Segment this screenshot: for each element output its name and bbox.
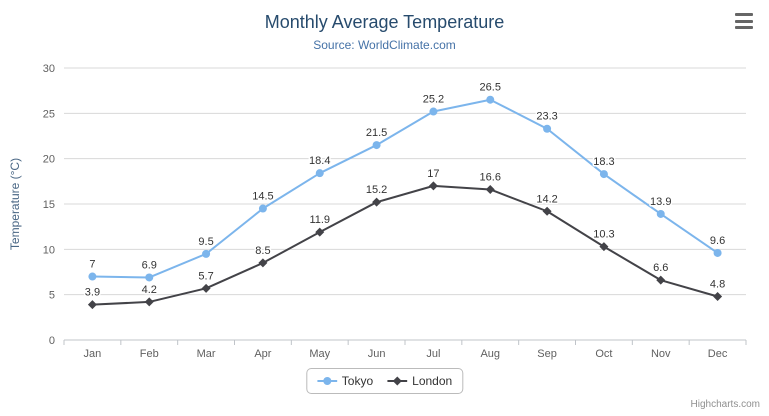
y-axis-label: 15	[43, 199, 55, 211]
data-label: 11.9	[309, 214, 330, 226]
x-axis-label: Oct	[595, 348, 612, 360]
chart-title: Monthly Average Temperature	[264, 12, 505, 32]
data-point-london[interactable]	[713, 291, 723, 301]
data-label: 4.2	[142, 284, 157, 296]
series-line-tokyo	[91, 98, 719, 279]
data-point-tokyo[interactable]	[713, 248, 722, 257]
x-axis-label: Feb	[140, 348, 159, 360]
data-label: 4.8	[710, 278, 725, 290]
data-point-london[interactable]	[87, 300, 97, 310]
circle-marker-icon	[316, 377, 337, 385]
data-label: 6.6	[653, 262, 668, 274]
chart-subtitle: Source: WorldClimate.com	[313, 38, 456, 52]
y-axis-label: 10	[43, 244, 55, 256]
data-point-london[interactable]	[372, 197, 382, 207]
data-point-london[interactable]	[656, 275, 666, 285]
data-label: 9.5	[198, 236, 213, 248]
data-point-tokyo[interactable]	[258, 204, 267, 213]
data-label: 14.2	[536, 193, 557, 205]
data-point-tokyo[interactable]	[202, 249, 211, 258]
data-label: 18.4	[309, 155, 330, 167]
data-point-tokyo[interactable]	[656, 209, 665, 218]
x-axis-label: Jun	[368, 348, 386, 360]
x-axis-label: Jul	[426, 348, 440, 360]
data-point-london[interactable]	[201, 283, 211, 293]
data-label: 26.5	[480, 82, 501, 94]
data-point-tokyo[interactable]	[88, 272, 97, 281]
data-label: 10.3	[593, 229, 614, 241]
data-label: 23.3	[536, 111, 557, 123]
data-point-london[interactable]	[485, 184, 495, 194]
legend: Tokyo London	[305, 368, 464, 394]
series-line-london	[91, 184, 719, 306]
data-point-tokyo[interactable]	[372, 141, 381, 150]
data-point-tokyo[interactable]	[145, 273, 154, 282]
data-label: 17	[427, 168, 439, 180]
data-point-tokyo[interactable]	[543, 124, 552, 133]
hamburger-menu-icon	[735, 13, 753, 16]
x-axis-label: Jan	[84, 348, 102, 360]
data-label: 3.9	[85, 287, 100, 299]
highcharts-credit[interactable]: Highcharts.com	[690, 399, 760, 410]
hamburger-menu-icon	[735, 19, 753, 23]
x-axis-label: May	[309, 348, 330, 360]
data-point-london[interactable]	[428, 181, 438, 191]
y-axis-label: 5	[49, 290, 55, 302]
export-menu-button[interactable]	[731, 10, 757, 32]
x-axis-label: Dec	[708, 348, 728, 360]
y-axis-label: 30	[43, 63, 55, 75]
data-label: 8.5	[255, 245, 270, 257]
data-point-london[interactable]	[542, 206, 552, 216]
data-point-tokyo[interactable]	[315, 169, 324, 178]
legend-item-tokyo[interactable]: Tokyo	[316, 374, 374, 388]
data-label: 15.2	[366, 184, 387, 196]
y-axis-label: 20	[43, 154, 55, 166]
y-axis-label: 25	[43, 108, 55, 120]
data-label: 21.5	[366, 127, 387, 139]
hamburger-menu-icon	[735, 26, 753, 29]
legend-item-london[interactable]: London	[387, 374, 452, 388]
x-axis-label: Apr	[254, 348, 271, 360]
x-axis-label: Aug	[480, 348, 500, 360]
x-axis-label: Nov	[651, 348, 671, 360]
legend-label: London	[412, 374, 453, 388]
data-label: 18.3	[593, 156, 614, 168]
x-axis-label: Mar	[197, 348, 216, 360]
data-point-london[interactable]	[599, 242, 609, 252]
data-label: 9.6	[710, 235, 725, 247]
legend-label: Tokyo	[341, 374, 374, 388]
data-label: 14.5	[252, 191, 273, 203]
data-label: 13.9	[650, 196, 671, 208]
data-label: 6.9	[142, 259, 157, 271]
data-point-london[interactable]	[258, 258, 268, 268]
data-label: 16.6	[480, 171, 501, 183]
diamond-marker-icon	[387, 376, 408, 386]
data-point-london[interactable]	[144, 297, 154, 307]
data-point-tokyo[interactable]	[429, 107, 438, 116]
data-point-tokyo[interactable]	[599, 170, 608, 179]
y-axis-title: Temperature (°C)	[8, 158, 22, 250]
data-label: 7	[89, 259, 95, 271]
data-label: 5.7	[198, 270, 213, 282]
data-label: 25.2	[423, 94, 444, 106]
data-point-london[interactable]	[315, 227, 325, 237]
y-axis-label: 0	[49, 335, 55, 347]
x-axis-label: Sep	[537, 348, 557, 360]
data-point-tokyo[interactable]	[486, 95, 495, 104]
